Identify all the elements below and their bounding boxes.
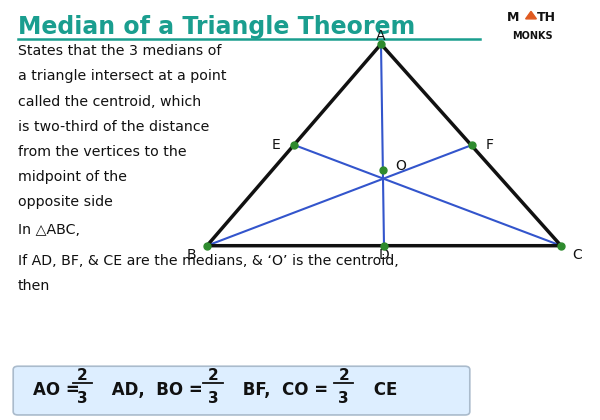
Text: AD,  BO =: AD, BO =: [106, 381, 209, 399]
Text: midpoint of the: midpoint of the: [18, 170, 127, 184]
Text: 3: 3: [338, 391, 349, 407]
Text: a triangle intersect at a point: a triangle intersect at a point: [18, 69, 227, 83]
Text: called the centroid, which: called the centroid, which: [18, 94, 201, 108]
Text: O: O: [395, 159, 406, 173]
Text: BF,  CO =: BF, CO =: [237, 381, 334, 399]
Text: CE: CE: [368, 381, 397, 399]
Text: 2: 2: [338, 368, 349, 383]
Text: B: B: [187, 248, 196, 262]
Text: F: F: [485, 138, 493, 152]
Text: 2: 2: [77, 368, 88, 383]
Text: In △ABC,: In △ABC,: [18, 223, 80, 236]
Text: is two-third of the distance: is two-third of the distance: [18, 120, 209, 134]
Text: 3: 3: [208, 391, 218, 407]
Text: States that the 3 medians of: States that the 3 medians of: [18, 44, 221, 58]
Text: opposite side: opposite side: [18, 195, 113, 209]
Text: D: D: [379, 248, 389, 262]
Text: 2: 2: [208, 368, 218, 383]
Polygon shape: [526, 11, 536, 19]
Text: MONKS: MONKS: [512, 31, 553, 41]
Text: Median of a Triangle Theorem: Median of a Triangle Theorem: [18, 15, 415, 39]
Text: M: M: [507, 10, 520, 24]
Text: AO =: AO =: [33, 381, 86, 399]
Text: 3: 3: [77, 391, 88, 407]
Text: from the vertices to the: from the vertices to the: [18, 145, 187, 159]
Text: A: A: [376, 29, 386, 43]
Text: TH: TH: [537, 10, 556, 24]
Text: then: then: [18, 279, 50, 293]
Text: If AD, BF, & CE are the medians, & ‘O’ is the centroid,: If AD, BF, & CE are the medians, & ‘O’ i…: [18, 254, 399, 268]
Text: E: E: [272, 138, 281, 152]
FancyBboxPatch shape: [13, 366, 470, 415]
Text: C: C: [572, 248, 581, 262]
